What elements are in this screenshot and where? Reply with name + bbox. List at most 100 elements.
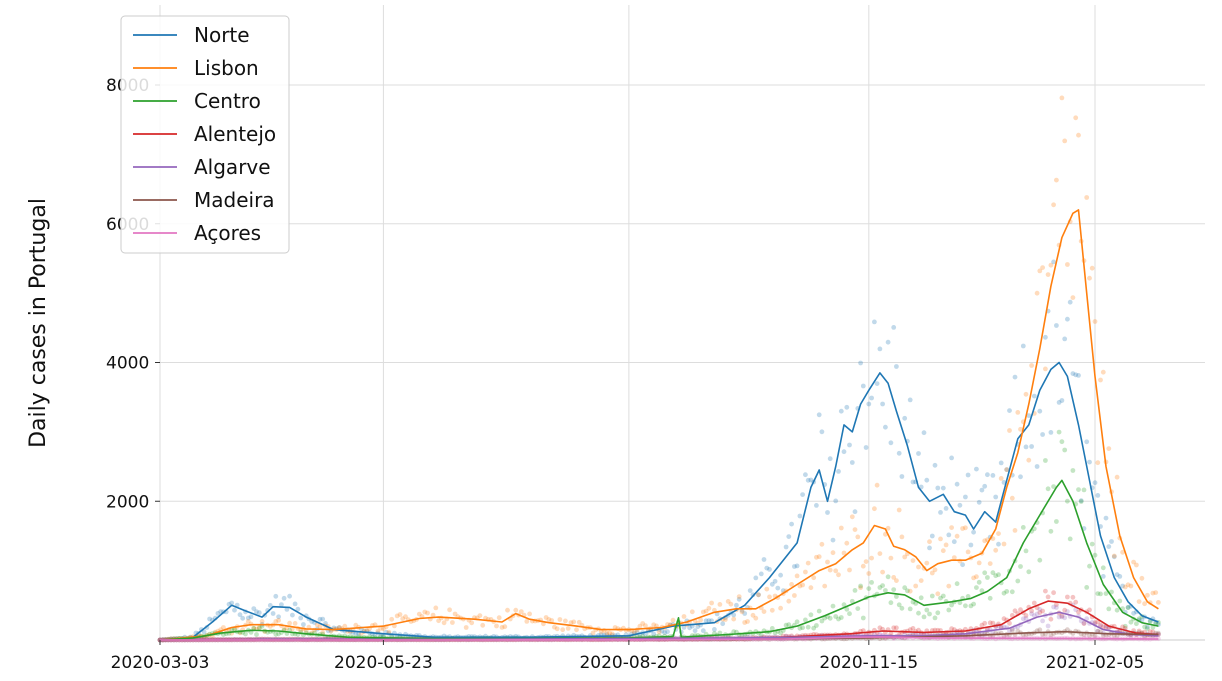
daily-dot [563,618,568,624]
daily-dot [927,539,932,545]
daily-dot [825,510,830,515]
daily-dot [1100,565,1106,571]
daily-dot [1070,371,1076,376]
daily-dot [281,595,287,601]
daily-dot [320,630,326,636]
daily-dot [295,606,301,612]
daily-dot [949,626,954,632]
daily-dot [720,621,726,627]
daily-dot [902,554,908,560]
daily-dot [469,620,475,626]
daily-dot [761,609,767,614]
daily-dot [888,631,894,637]
daily-dot [907,588,913,594]
daily-dot [800,625,805,631]
daily-dot [1145,592,1150,598]
daily-dot [706,618,712,623]
daily-dot [1147,619,1153,625]
daily-dot [1100,369,1106,375]
daily-dot [1051,484,1056,489]
daily-dot [267,603,273,608]
daily-dot [1018,607,1023,613]
daily-dot [320,616,326,622]
daily-dot [938,536,943,542]
daily-dot [1034,464,1040,469]
daily-dot [245,615,251,621]
daily-dot [1076,373,1081,378]
daily-dot [847,567,852,573]
daily-dot [750,612,756,618]
daily-dot [797,513,803,519]
daily-dot [844,606,850,612]
daily-dot [248,614,254,620]
daily-dot [963,494,968,500]
x-tick-labels: 2020-03-03 2020-05-23 2020-08-20 2020-11-15… [111,640,1144,673]
daily-dot [935,591,941,597]
daily-dot [549,618,555,623]
daily-dot [496,615,502,621]
daily-dot [1065,262,1070,267]
daily-scatter-dots [157,95,1161,643]
daily-dot [251,625,257,631]
daily-dot [1048,430,1054,435]
daily-dot [574,627,579,633]
daily-dot [808,477,814,483]
daily-dot [874,482,880,488]
daily-dot [1020,525,1026,530]
daily-dot [273,619,279,624]
daily-dot [830,603,836,609]
daily-dot [463,625,469,630]
daily-dot [499,625,505,630]
daily-dot [1087,459,1092,465]
daily-dot [731,616,737,622]
daily-dot [894,625,899,631]
daily-dot [1001,633,1007,639]
daily-dot [789,521,794,527]
daily-dot [880,583,885,588]
daily-dot [847,611,852,617]
daily-dot [965,594,971,599]
daily-dot [403,614,408,620]
daily-dot [1089,541,1095,547]
daily-dot [1081,632,1087,638]
daily-dot [450,620,455,625]
daily-dot [298,615,304,621]
daily-dot [689,609,695,615]
daily-dot [576,619,582,625]
daily-dot [1111,553,1117,559]
daily-dot [1026,457,1032,463]
daily-dot [513,607,519,613]
daily-dot [932,462,938,468]
daily-dot [1026,413,1032,418]
daily-dot [772,578,778,584]
daily-dot [833,498,839,504]
daily-dot [883,588,888,593]
daily-dot [425,610,430,616]
daily-dot [745,619,750,624]
daily-dot [764,586,770,592]
daily-dot [709,618,714,624]
daily-dot [974,585,979,590]
daily-dot [245,619,251,624]
daily-dot [1009,589,1015,595]
daily-dot [1092,319,1098,324]
daily-dot [604,630,610,636]
daily-dot [924,607,930,613]
daily-dot [758,632,764,638]
daily-dot [985,472,990,478]
daily-dot [1087,275,1092,281]
daily-dot [996,572,1001,578]
daily-dot [946,532,952,538]
daily-dot [251,625,257,631]
daily-dot [855,606,861,611]
daily-dot [1131,559,1136,565]
daily-dot [665,629,670,635]
daily-dot [1001,541,1007,547]
daily-dot [998,476,1004,481]
daily-dot [935,485,941,491]
daily-dot [918,578,924,583]
daily-dot [819,429,825,435]
daily-dot [935,610,941,616]
daily-dot [433,605,439,611]
daily-dot [1134,562,1139,568]
